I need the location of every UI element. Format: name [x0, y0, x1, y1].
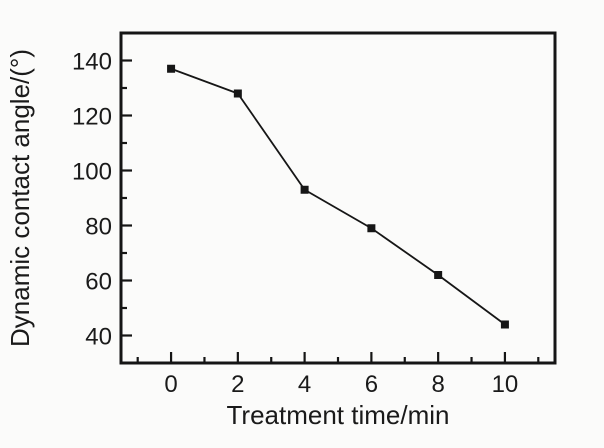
axis-ticks [121, 59, 540, 363]
data-point-marker [300, 185, 309, 194]
data-point-marker [233, 89, 242, 98]
data-series [167, 64, 509, 329]
y-tick-label: 140 [72, 49, 112, 76]
y-axis-label: Dynamic contact angle/(°) [5, 49, 35, 347]
y-tick-label: 100 [72, 159, 112, 186]
data-line [170, 67, 506, 326]
y-tick-label: 60 [85, 269, 112, 296]
y-tick-label: 40 [85, 324, 112, 351]
y-tick-label: 120 [72, 104, 112, 131]
x-axis-label: Treatment time/min [227, 400, 450, 430]
x-tick-label: 4 [298, 371, 311, 398]
data-point-marker [500, 320, 509, 329]
data-point-marker [434, 271, 443, 279]
x-tick-label: 10 [492, 371, 519, 398]
axis-tick-labels: 0 2 4 6 8 10 40 60 80 100 120 140 [72, 49, 518, 399]
x-tick-label: 2 [231, 371, 244, 398]
x-tick-label: 0 [164, 371, 177, 398]
x-tick-label: 8 [431, 371, 444, 398]
data-point-marker [167, 64, 176, 73]
y-tick-label: 80 [85, 214, 112, 241]
x-tick-label: 6 [365, 371, 378, 398]
data-point-marker [367, 224, 376, 233]
